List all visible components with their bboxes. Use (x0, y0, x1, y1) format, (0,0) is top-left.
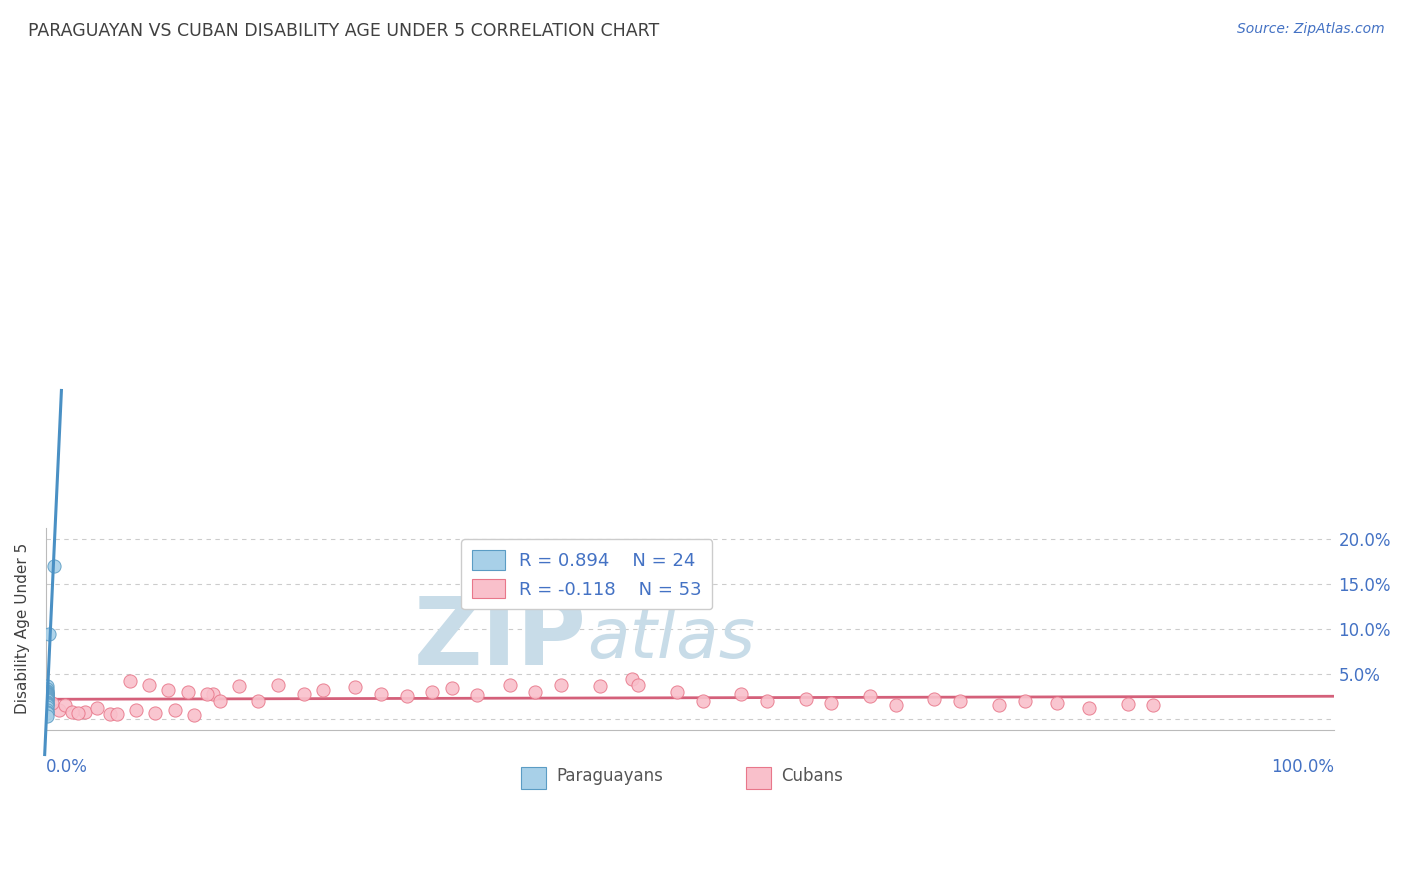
Point (183, 708, 205, 723)
Point (37, 698, 59, 713)
Point (1142, 698, 1164, 713)
Text: 100.0%: 100.0% (1271, 758, 1334, 776)
Point (794, 692, 817, 706)
Point (37, 690, 59, 704)
Point (665, 685, 688, 699)
Point (524, 685, 547, 699)
Point (37, 687, 59, 701)
Point (37, 706, 59, 721)
Point (53, 698, 76, 713)
Point (86, 701, 108, 715)
Legend: R = 0.894    N = 24, R = -0.118    N = 53: R = 0.894 N = 24, R = -0.118 N = 53 (461, 539, 713, 609)
Point (440, 681, 463, 696)
Point (550, 677, 572, 691)
Point (37, 691, 59, 706)
Point (118, 673, 141, 688)
Point (1014, 694, 1036, 708)
Point (37, 688, 59, 702)
Point (37, 695, 59, 709)
Point (138, 677, 160, 691)
Point (420, 685, 443, 699)
Point (37, 684, 59, 698)
Point (820, 696, 842, 710)
Point (859, 690, 882, 704)
Point (105, 707, 128, 722)
Point (312, 683, 335, 698)
Point (176, 685, 198, 699)
Point (37, 686, 59, 700)
Point (692, 694, 714, 708)
Point (202, 687, 225, 701)
Point (37, 689, 59, 703)
Point (467, 689, 489, 703)
Point (67, 706, 90, 721)
Point (247, 694, 270, 708)
Point (292, 687, 315, 701)
Text: 0.0%: 0.0% (46, 758, 87, 776)
Point (157, 683, 180, 698)
Text: Cubans: Cubans (782, 767, 844, 785)
Point (395, 690, 418, 704)
Point (60, 705, 83, 719)
Point (37, 679, 59, 693)
Point (987, 698, 1010, 713)
Point (163, 703, 186, 717)
Point (208, 694, 231, 708)
Point (37, 705, 59, 719)
Point (37, 709, 59, 723)
Point (627, 677, 650, 691)
Point (37, 693, 59, 707)
Point (42, 558, 65, 573)
Text: atlas: atlas (586, 606, 755, 673)
Point (37, 703, 59, 717)
Point (756, 694, 779, 708)
Y-axis label: Disability Age Under 5: Disability Age Under 5 (15, 543, 30, 714)
Point (228, 679, 250, 693)
Point (949, 694, 972, 708)
Point (884, 698, 907, 713)
Point (1046, 696, 1069, 710)
Point (38, 627, 60, 641)
Point (370, 687, 392, 701)
Point (498, 677, 520, 691)
Point (924, 692, 946, 706)
Point (37, 692, 59, 706)
Point (125, 703, 148, 717)
Text: PARAGUAYAN VS CUBAN DISABILITY AGE UNDER 5 CORRELATION CHART: PARAGUAYAN VS CUBAN DISABILITY AGE UNDER… (28, 22, 659, 40)
Point (1078, 701, 1101, 715)
Point (37, 696, 59, 710)
Point (730, 687, 752, 701)
Point (37, 700, 59, 714)
Point (37, 698, 59, 712)
Point (145, 706, 167, 721)
Point (620, 672, 643, 686)
Point (195, 687, 218, 701)
Point (589, 679, 612, 693)
Point (267, 677, 290, 691)
Point (37, 685, 59, 699)
Text: Source: ZipAtlas.com: Source: ZipAtlas.com (1237, 22, 1385, 37)
Point (41, 696, 63, 710)
Point (98, 707, 121, 722)
Point (37, 682, 59, 697)
Text: ZIP: ZIP (413, 593, 586, 685)
Point (343, 680, 366, 694)
Text: Paraguayans: Paraguayans (557, 767, 664, 785)
Point (37, 690, 59, 705)
Point (48, 703, 70, 717)
Point (1116, 698, 1139, 712)
Point (73, 705, 96, 719)
